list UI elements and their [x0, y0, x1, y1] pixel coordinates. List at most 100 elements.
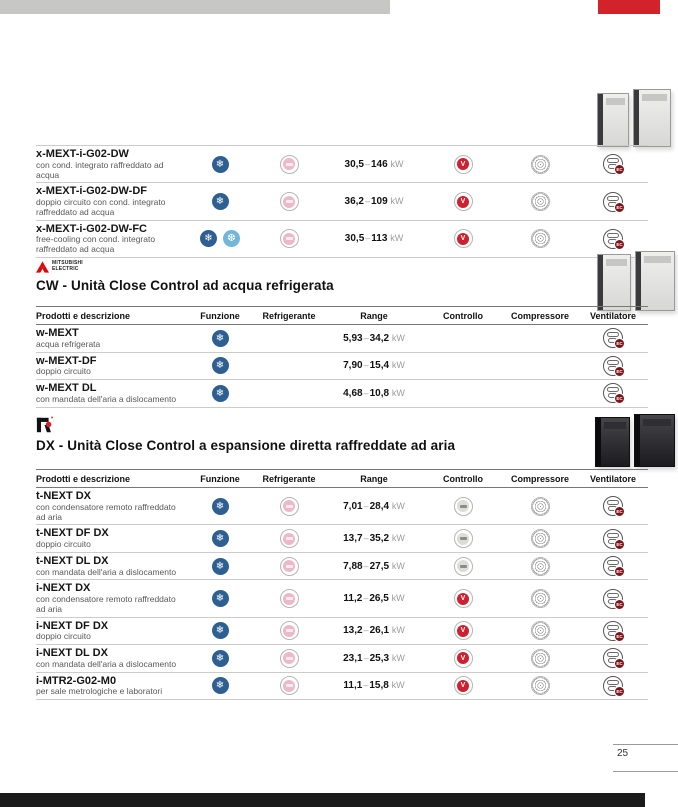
cooling-icon: ❄: [200, 230, 217, 248]
compressore-cell: [502, 496, 578, 516]
cabinet-image: [597, 254, 631, 311]
refrigerant-inner: [283, 195, 295, 208]
range-value: 30,5–113 kW: [344, 233, 404, 245]
product-image-xmext: [597, 89, 671, 147]
refrigerante-cell: [254, 589, 324, 609]
cabinet-image: [634, 414, 675, 467]
table-dx: Prodotti e descrizione Funzione Refrigeran…: [36, 469, 648, 701]
cooling-icon: ❄: [211, 530, 229, 548]
funzione-cell: ❄: [186, 383, 254, 403]
rc-brand-logo: [36, 416, 455, 434]
refrigerant-icon: [279, 529, 299, 549]
product-description: con condensatore remoto raffreddato ad a…: [36, 594, 176, 614]
scroll-compressor-icon: [530, 192, 550, 212]
table-row: i-MTR2-G02-M0 per sale metrologiche e la…: [36, 673, 648, 701]
ventilatore-cell: EC: [578, 556, 648, 578]
compressore-cell: [502, 229, 578, 249]
refrigerant-icon: [279, 621, 299, 641]
scroll-compressor-icon: [530, 529, 550, 549]
controller-icon-gray: [453, 496, 473, 516]
range-value: 5,93–34,2 kW: [343, 332, 405, 344]
table-row: t-NEXT DL DX con mandata dell'aria a dis…: [36, 553, 648, 581]
column-header: Prodotti e descrizione: [36, 474, 131, 484]
ventilatore-cell: EC: [578, 588, 648, 610]
product-name: i-MTR2-G02-M0: [36, 674, 117, 687]
table-row: w-MEXT acqua refrigerata ❄ 5,93–34,2 kW …: [36, 325, 648, 353]
product-description: con mandata dell'aria a dislocamento: [36, 566, 177, 577]
ventilatore-cell: EC: [578, 528, 648, 550]
refrigerant-inner: [283, 592, 295, 605]
controller-icon-red: V: [453, 648, 473, 668]
controller-inner: V: [457, 679, 469, 692]
product-description: con cond. integrato raffreddato ad acqua: [36, 159, 164, 180]
refrigerant-inner: [283, 679, 295, 692]
controller-icon-red: V: [453, 154, 473, 174]
product-image-cw: [597, 251, 675, 311]
cooling-icon: ❄: [211, 329, 229, 347]
range-cell: 11,1–15,8 kW: [324, 676, 424, 696]
refrigerante-cell: [254, 496, 324, 516]
product-name: i-NEXT DX: [36, 582, 91, 595]
product-description: free-cooling con cond. integrato raffred…: [36, 234, 156, 255]
refrigerante-cell: [254, 676, 324, 696]
controller-inner: V: [457, 592, 469, 605]
scroll-compressor-icon: [530, 621, 550, 641]
funzione-cell: ❄: [186, 328, 254, 348]
ec-fan-icon: EC: [603, 228, 625, 250]
compressore-cell: [502, 676, 578, 696]
cooling-icon: ❄: [211, 497, 229, 515]
cooling-icon: ❄: [211, 193, 229, 211]
fan-slat: [607, 359, 619, 365]
ventilatore-cell: EC: [578, 328, 648, 350]
column-header: Funzione: [200, 474, 240, 484]
ec-fan-icon: EC: [603, 675, 625, 697]
ec-badge: EC: [614, 598, 625, 610]
compressore-cell: [502, 648, 578, 668]
cooling-icon: ❄: [211, 557, 229, 575]
cabinet-image: [633, 89, 671, 147]
product-cell: w-MEXT DL con mandata dell'aria a disloc…: [36, 382, 186, 405]
funzione-cell: ❄: [186, 676, 254, 696]
controller-inner: V: [457, 652, 469, 665]
range-cell: 30,5–113 kW: [324, 229, 424, 249]
column-header: Prodotti e descrizione: [36, 311, 131, 321]
cabinet-image: [597, 93, 629, 147]
table-row: t-NEXT DF DX doppio circuito ❄ 13,7–35,2…: [36, 525, 648, 553]
refrigerante-cell: [254, 383, 324, 403]
section-title-dx: DX - Unità Close Control a espansione di…: [36, 438, 456, 453]
fan-slat: [607, 679, 619, 685]
column-header: Controllo: [443, 311, 483, 321]
range-cell: 23,1–25,3 kW: [324, 648, 424, 668]
product-description: acqua refrigerata: [36, 338, 101, 349]
range-cell: 4,68–10,8 kW: [324, 383, 424, 403]
product-name: x-MEXT-i-G02-DW: [36, 148, 129, 160]
product-description: per sale metrologiche e laboratori: [36, 686, 163, 697]
ec-badge: EC: [614, 338, 625, 350]
range-value: 7,90–15,4 kW: [343, 360, 405, 372]
product-cell: i-NEXT DX con condensatore remoto raffre…: [36, 582, 186, 614]
fan-slat: [607, 624, 619, 630]
ventilatore-cell: EC: [578, 191, 648, 213]
compressore-cell: [502, 356, 578, 376]
controller-inner: V: [457, 195, 469, 208]
cooling-icon: ❄: [211, 649, 229, 667]
controllo-cell: [424, 529, 502, 549]
product-name: i-NEXT DL DX: [36, 647, 108, 660]
product-description: con mandata dell'aria a dislocamento: [36, 393, 177, 404]
product-cell: x-MEXT-i-G02-DW-FC free-cooling con cond…: [36, 223, 186, 255]
table-row: t-NEXT DX con condensatore remoto raffre…: [36, 488, 648, 526]
controller-inner: [457, 560, 469, 573]
column-header: Ventilatore: [589, 474, 636, 484]
section-head-dx: DX - Unità Close Control a espansione di…: [36, 416, 455, 453]
ventilatore-cell: EC: [578, 383, 648, 405]
refrigerant-icon: [279, 229, 299, 249]
table-row: x-MEXT-i-G02-DW-FC free-cooling con cond…: [36, 221, 648, 259]
fan-slat: [607, 158, 619, 164]
compressore-cell: [502, 383, 578, 403]
fan-slat: [607, 500, 619, 506]
column-header: Range: [360, 311, 388, 321]
controller-inner: V: [457, 158, 469, 171]
ventilatore-cell: EC: [578, 620, 648, 642]
ventilatore-cell: EC: [578, 496, 648, 518]
column-header: Ventilatore: [589, 311, 636, 321]
